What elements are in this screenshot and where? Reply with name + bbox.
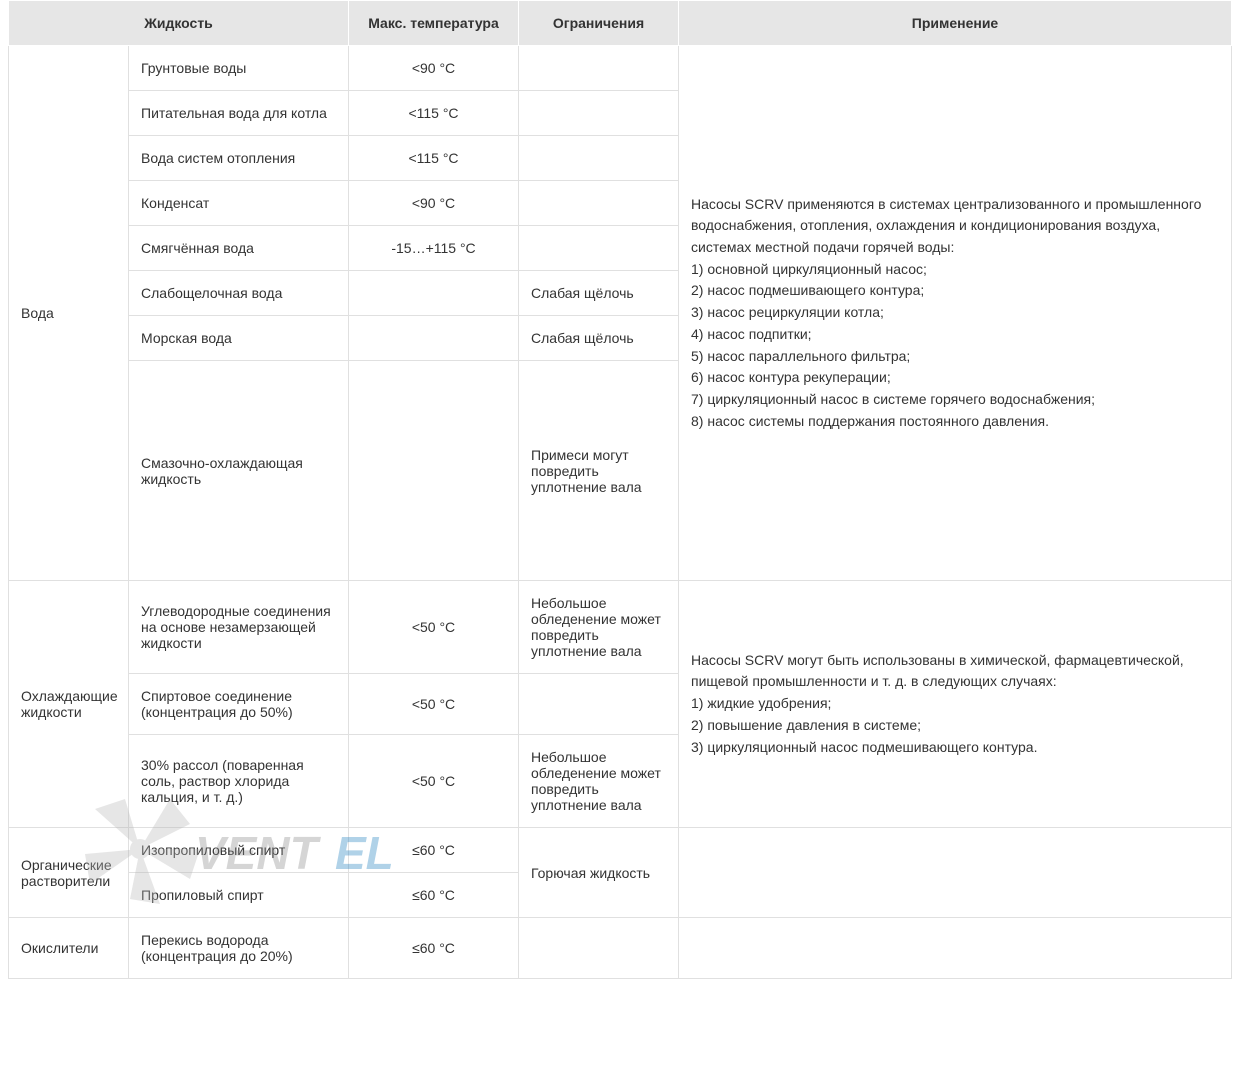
application-cell	[679, 828, 1232, 918]
application-item: 6) насос контура рекуперации;	[709, 367, 1219, 389]
limits-cell	[519, 181, 679, 226]
application-item: 2) повышение давления в системе;	[709, 715, 1219, 737]
application-cell: Насосы SCRV применяются в системах центр…	[679, 46, 1232, 581]
col-header-app: Применение	[679, 1, 1232, 46]
application-item: 4) насос подпитки;	[709, 324, 1219, 346]
temp-cell	[349, 361, 519, 581]
limits-cell	[519, 136, 679, 181]
col-header-fluid: Жидкость	[9, 1, 349, 46]
limits-cell	[519, 91, 679, 136]
fluid-cell: Пропиловый спирт	[129, 873, 349, 918]
temp-cell: ≤60 °C	[349, 873, 519, 918]
category-cell: Охлаждающие жидкости	[9, 581, 129, 828]
application-item: 1) жидкие удобрения;	[709, 693, 1219, 715]
temp-cell: ≤60 °C	[349, 828, 519, 873]
application-item: 8) насос системы поддержания постоянного…	[709, 411, 1219, 433]
limits-cell: Слабая щёлочь	[519, 316, 679, 361]
temp-cell: <115 °C	[349, 91, 519, 136]
application-intro: Насосы SCRV могут быть использованы в хи…	[691, 650, 1219, 693]
col-header-temp: Макс. температура	[349, 1, 519, 46]
fluid-cell: Углеводородные соединения на основе неза…	[129, 581, 349, 674]
category-cell: Органические растворители	[9, 828, 129, 918]
application-item: 3) насос рециркуляции котла;	[709, 302, 1219, 324]
limits-cell: Горючая жидкость	[519, 828, 679, 918]
limits-cell: Небольшое обледенение может повредить уп…	[519, 581, 679, 674]
temp-cell: -15…+115 °C	[349, 226, 519, 271]
limits-cell	[519, 918, 679, 979]
application-item: 5) насос параллельного фильтра;	[709, 346, 1219, 368]
temp-cell: <50 °C	[349, 735, 519, 828]
application-item: 1) основной циркуляционный насос;	[709, 259, 1219, 281]
fluid-cell: Вода систем отопления	[129, 136, 349, 181]
fluid-cell: Спиртовое соединение (концентрация до 50…	[129, 674, 349, 735]
table-body: ВодаГрунтовые воды<90 °CНасосы SCRV прим…	[9, 46, 1232, 979]
limits-cell: Примеси могут повредить уплотнение вала	[519, 361, 679, 581]
table-row: ВодаГрунтовые воды<90 °CНасосы SCRV прим…	[9, 46, 1232, 91]
application-item: 2) насос подмешивающего контура;	[709, 280, 1219, 302]
application-intro: Насосы SCRV применяются в системах центр…	[691, 194, 1219, 259]
fluid-cell: Смягчённая вода	[129, 226, 349, 271]
application-cell: Насосы SCRV могут быть использованы в хи…	[679, 581, 1232, 828]
fluid-cell: Изопропиловый спирт	[129, 828, 349, 873]
application-item: 3) циркуляционный насос подмешивающего к…	[709, 737, 1219, 759]
table-container: VENT EL Жидкость Макс. температура Огран…	[0, 0, 1240, 999]
fluid-cell: Питательная вода для котла	[129, 91, 349, 136]
limits-cell: Небольшое обледенение может повредить уп…	[519, 735, 679, 828]
table-row: Органические растворителиИзопропиловый с…	[9, 828, 1232, 873]
temp-cell: <50 °C	[349, 581, 519, 674]
temp-cell: <90 °C	[349, 181, 519, 226]
fluid-cell: Смазочно-охлаждающая жидкость	[129, 361, 349, 581]
fluid-cell: Грунтовые воды	[129, 46, 349, 91]
limits-cell	[519, 674, 679, 735]
table-row: ОкислителиПерекись водорода (концентраци…	[9, 918, 1232, 979]
temp-cell: <50 °C	[349, 674, 519, 735]
col-header-limits: Ограничения	[519, 1, 679, 46]
temp-cell	[349, 271, 519, 316]
table-header: Жидкость Макс. температура Ограничения П…	[9, 1, 1232, 46]
fluid-cell: Конденсат	[129, 181, 349, 226]
fluid-cell: Перекись водорода (концентрация до 20%)	[129, 918, 349, 979]
fluid-cell: 30% рассол (поваренная соль, раствор хло…	[129, 735, 349, 828]
fluid-cell: Морская вода	[129, 316, 349, 361]
fluid-cell: Слабощелочная вода	[129, 271, 349, 316]
category-cell: Вода	[9, 46, 129, 581]
application-cell	[679, 918, 1232, 979]
limits-cell	[519, 46, 679, 91]
application-item: 7) циркуляционный насос в системе горяче…	[709, 389, 1219, 411]
temp-cell	[349, 316, 519, 361]
limits-cell: Слабая щёлочь	[519, 271, 679, 316]
spec-table: Жидкость Макс. температура Ограничения П…	[8, 0, 1232, 979]
category-cell: Окислители	[9, 918, 129, 979]
limits-cell	[519, 226, 679, 271]
temp-cell: ≤60 °C	[349, 918, 519, 979]
temp-cell: <115 °C	[349, 136, 519, 181]
temp-cell: <90 °C	[349, 46, 519, 91]
table-row: Охлаждающие жидкостиУглеводородные соеди…	[9, 581, 1232, 674]
